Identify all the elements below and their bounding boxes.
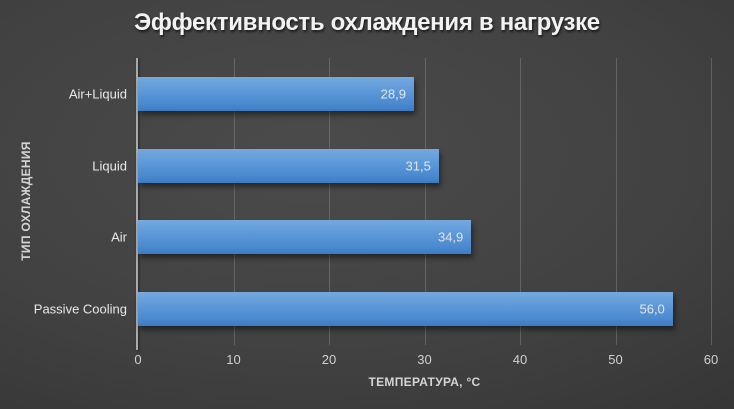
category-row: Air 34,9 [111,202,711,274]
gridline [615,58,617,345]
gridline [424,58,426,345]
category-row: Passive Cooling 56,0 [34,273,711,345]
category-label: Air+Liquid [68,86,127,102]
x-tick-label: 20 [321,352,337,367]
bar-series: Air+Liquid 28,9 Liquid 31,5 Air 34,9 Passive C… [34,58,711,345]
bar-value-label: 34,9 [437,229,464,245]
bar-value-label: 28,9 [380,86,406,102]
x-tick-label: 50 [608,352,623,367]
x-tick-label: 30 [417,352,432,367]
x-axis-tick-labels: 0 10 20 30 40 50 60 [134,352,718,368]
category-label: Passive Cooling [33,301,127,317]
gridline [711,58,712,345]
bar-value-label: 56,0 [639,301,665,317]
y-axis-line [136,58,138,350]
plot-area: Air+Liquid 28,9 Liquid 31,5 Air 34,9 Passive C… [34,58,712,350]
x-tick-label: 40 [512,352,528,367]
x-tick-label: 0 [134,352,142,367]
gridline [233,58,235,345]
bar-value-label: 31,5 [405,158,431,174]
category-row: Liquid 31,5 [92,130,711,202]
category-label: Air [111,229,127,245]
x-tick-label: 10 [226,352,241,367]
category-label: Liquid [92,158,127,174]
x-tick-label: 60 [703,352,719,367]
bar: 28,9 [138,76,414,111]
gridline [329,58,330,345]
gridline [520,58,521,345]
category-row: Air+Liquid 28,9 [69,58,711,130]
x-axis-title: ТЕМПЕРАТУРА, °C [368,375,481,389]
chart-title: Эффективность охлаждения в нагрузке [134,9,600,36]
bar: 31,5 [138,148,439,183]
bar: 34,9 [138,220,472,255]
y-axis-title: ТИП ОХЛАЖДЕНИЯ [19,141,33,261]
bar: 56,0 [138,292,673,327]
